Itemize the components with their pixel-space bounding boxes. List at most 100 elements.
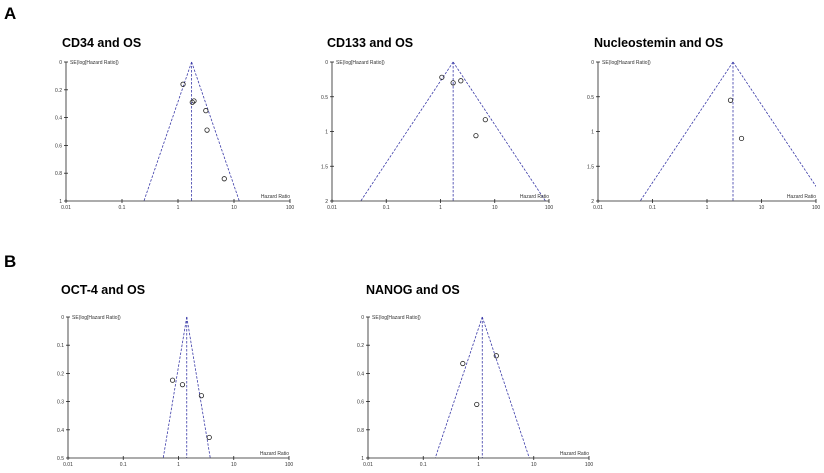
funnel-right-limit [191,61,240,201]
y-tick-label: 0.4 [357,371,364,377]
study-point [189,99,195,105]
funnel-plot-1: 0 0.5 1 1.5 20.01 0.1 1 10 100 SE(log[Hazard Rati… [321,60,553,211]
y-tick-label: 0.8 [357,428,364,434]
study-point [439,74,445,80]
y-tick-label: 1 [59,199,62,205]
funnel-left-limit [162,316,188,458]
study-point [482,117,488,123]
study-point [206,434,212,441]
x-tick-label: 0.01 [61,205,71,211]
study-point [198,393,205,399]
y-tick-label: 1 [325,130,328,136]
funnel-left-limit [143,61,192,201]
study-point [221,176,227,182]
study-point [203,108,209,114]
x-tick-label: 1 [177,205,180,211]
study-point [458,78,464,84]
y-axis-label: SE(log[Hazard Ratio]) [336,60,385,66]
x-tick-label: 10 [231,205,237,211]
x-tick-label: 1 [177,462,180,468]
funnel-right-limit [452,61,546,201]
x-tick-label: 0.1 [420,462,427,468]
y-tick-label: 1 [591,130,594,136]
x-axis-label: Hazard Ratio [260,451,289,457]
y-tick-label: 0 [325,60,328,66]
x-tick-label: 0.01 [327,205,337,211]
study-point [727,97,734,103]
x-tick-label: 0.1 [649,205,656,211]
y-tick-label: 0 [591,60,594,66]
x-tick-label: 0.1 [383,205,390,211]
x-tick-label: 0.01 [593,205,603,211]
y-axis-label: SE(log[Hazard Ratio]) [602,60,651,66]
y-tick-label: 1 [361,456,364,462]
x-tick-label: 0.01 [363,462,373,468]
x-tick-label: 100 [545,205,554,211]
x-tick-label: 100 [585,462,594,468]
y-tick-label: 0.5 [321,95,328,101]
y-tick-label: 0.6 [357,400,364,406]
x-axis-label: Hazard Ratio [787,194,816,200]
y-tick-label: 0.1 [57,343,64,349]
x-tick-label: 10 [492,205,498,211]
funnel-left-limit [360,61,454,201]
chart-title-cd133: CD133 and OS [327,36,414,50]
funnel-plot-2: 0 0.5 1 1.5 20.01 0.1 1 10 100 SE(log[Hazard Rati… [587,60,821,211]
y-tick-label: 0.4 [55,116,62,122]
panel-letter-b: B [4,252,17,271]
funnel-plot-0: 00.20.40.60.810.01 0.1 1 10 100SE(log[Hazard… [55,60,294,211]
y-tick-label: 0 [361,315,364,321]
study-point [460,360,466,367]
x-tick-label: 1 [706,205,709,211]
x-tick-label: 100 [285,462,294,468]
x-tick-label: 1 [439,205,442,211]
y-axis-label: SE(log[Hazard Ratio]) [70,60,119,66]
y-tick-label: 2 [591,199,594,205]
study-point [738,135,745,142]
x-tick-label: 0.1 [120,462,127,468]
x-tick-label: 10 [531,462,537,468]
funnel-plot-4: 00.20.40.60.810.01 0.1 1 10 100SE(log[Hazard… [357,315,593,468]
chart-title-nanog: NANOG and OS [366,283,460,297]
y-tick-label: 0.4 [57,428,64,434]
study-point [180,81,186,87]
study-point [473,133,479,139]
study-point [179,382,186,388]
y-tick-label: 0 [61,315,64,321]
study-point [204,127,210,133]
y-axis-label: SE(log[Hazard Ratio]) [72,315,121,321]
x-tick-label: 10 [759,205,765,211]
x-axis-label: Hazard Ratio [520,194,549,200]
funnel-lines [639,61,816,201]
panel-letter-a: A [4,4,17,23]
x-tick-label: 100 [286,205,295,211]
funnel-left-limit [639,61,734,201]
study-point [169,377,176,383]
y-tick-label: 1.5 [321,164,328,170]
y-tick-label: 1.5 [587,164,594,170]
chart-title-oct4: OCT-4 and OS [61,283,146,297]
study-point [493,353,499,359]
y-tick-label: 0.6 [55,143,62,149]
y-tick-label: 0.2 [357,343,364,349]
funnel-lines [143,61,240,201]
y-tick-label: 0.5 [57,456,64,462]
funnel-plot-3: 0 0.1 0.2 0.3 0.4 0.50.01 0.1 1 10 100 SE(log[Haza… [57,315,293,468]
funnel-lines [434,316,530,458]
y-tick-label: 0.2 [55,88,62,94]
x-tick-label: 100 [812,205,821,211]
funnel-right-limit [481,316,530,458]
x-axis-label: Hazard Ratio [560,451,589,457]
chart-title-nucleostemin: Nucleostemin and OS [594,36,724,50]
x-tick-label: 10 [231,462,237,468]
funnel-right-limit [732,61,816,188]
y-tick-label: 0.2 [57,371,64,377]
funnel-lines [360,61,546,201]
study-point [474,401,480,408]
y-tick-label: 2 [325,199,328,205]
x-tick-label: 0.01 [63,462,73,468]
y-tick-label: 0.8 [55,171,62,177]
funnel-lines [162,316,211,458]
study-point [450,80,456,86]
